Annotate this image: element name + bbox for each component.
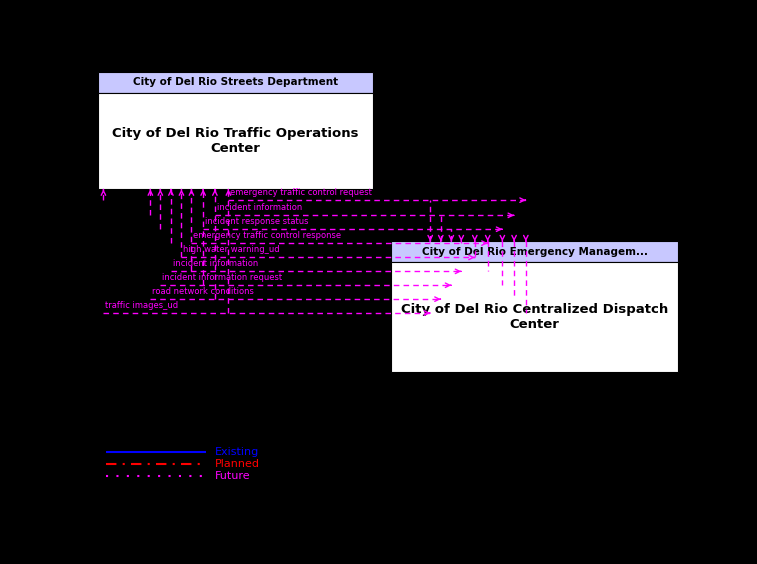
Text: road network conditions: road network conditions bbox=[152, 287, 254, 296]
Text: traffic images_ud: traffic images_ud bbox=[105, 301, 179, 310]
Text: Existing: Existing bbox=[215, 447, 259, 457]
Text: incident information request: incident information request bbox=[162, 273, 282, 282]
Text: high water warning_ud: high water warning_ud bbox=[183, 245, 280, 254]
Text: incident response status: incident response status bbox=[205, 217, 308, 226]
Text: City of Del Rio Streets Department: City of Del Rio Streets Department bbox=[133, 77, 338, 87]
Text: City of Del Rio Traffic Operations
Center: City of Del Rio Traffic Operations Cente… bbox=[112, 127, 359, 155]
Text: Planned: Planned bbox=[215, 459, 260, 469]
Text: City of Del Rio Emergency Managem...: City of Del Rio Emergency Managem... bbox=[422, 247, 648, 257]
Text: incident information: incident information bbox=[217, 203, 302, 212]
Bar bbox=[391, 262, 678, 372]
Bar bbox=[98, 93, 373, 190]
Bar bbox=[98, 72, 373, 93]
Text: emergency traffic control response: emergency traffic control response bbox=[193, 231, 341, 240]
Text: City of Del Rio Centralized Dispatch
Center: City of Del Rio Centralized Dispatch Cen… bbox=[401, 303, 668, 331]
Text: emergency traffic control request: emergency traffic control request bbox=[230, 188, 372, 197]
Text: Future: Future bbox=[215, 472, 251, 481]
Text: incident information: incident information bbox=[173, 259, 258, 268]
Bar bbox=[391, 241, 678, 262]
